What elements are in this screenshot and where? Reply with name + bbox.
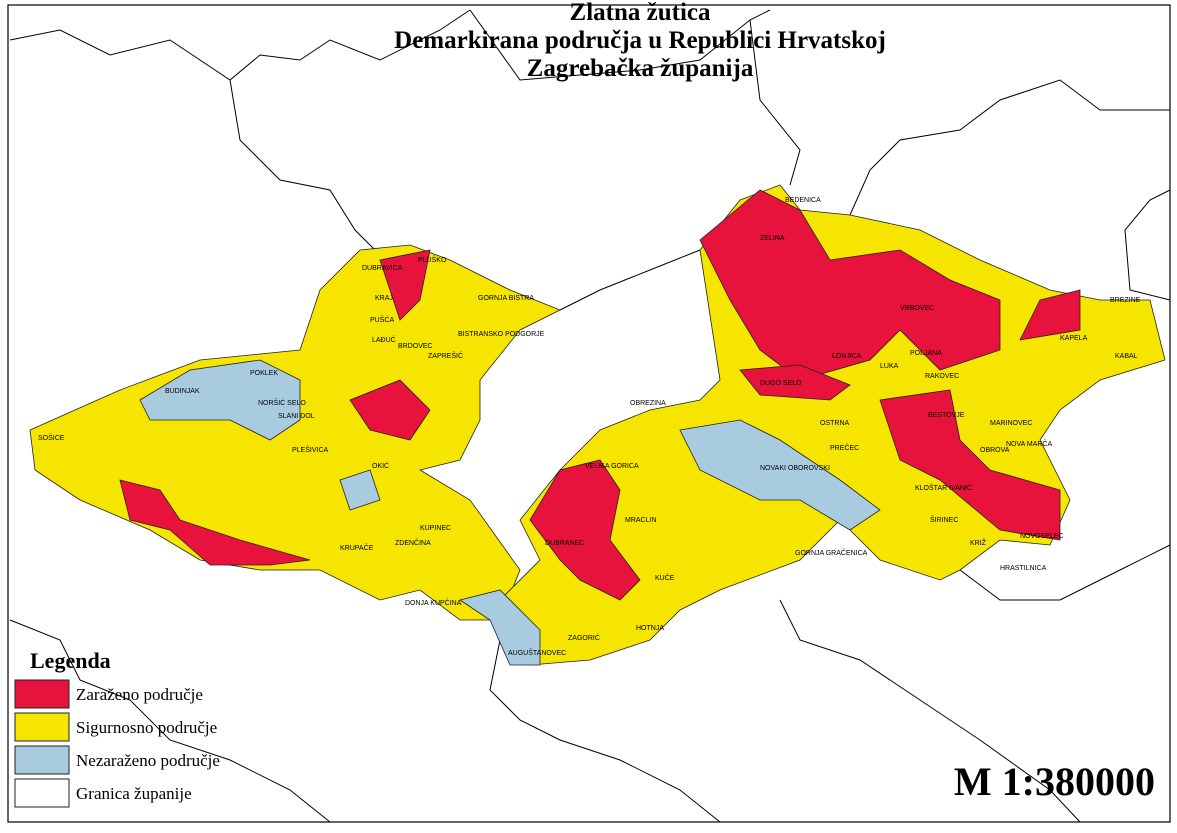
place-label: PLEŠIVICA: [292, 445, 329, 454]
place-label: HOTNJA: [636, 625, 664, 632]
place-label: KRAJ: [375, 295, 393, 302]
county-border: [1124, 189, 1171, 301]
place-label: KUPINEC: [420, 525, 451, 532]
place-labels: BEDENICA PLUŠKO DUBRAVICA KRAJ PUŠĆA LAĐUĆBRD…: [38, 197, 1141, 657]
place-label: OSTRNA: [820, 420, 850, 427]
county-border: [489, 639, 721, 823]
place-label: DUBRAVICA: [362, 265, 403, 272]
place-label: OBROVA: [980, 447, 1010, 454]
place-label: BREZINE: [1110, 297, 1141, 304]
place-label: POLJANA: [910, 350, 942, 357]
place-label: PUŠĆA: [370, 315, 394, 324]
county-borders: [9, 9, 1171, 823]
place-label: VRBOVEC: [900, 305, 934, 312]
title: Demarkirana područja u Republici Hrvatsk…: [394, 27, 886, 54]
place-label: VELIKA GORICA: [585, 463, 639, 470]
place-label: DONJA KUPČINA: [405, 598, 462, 607]
place-label: LONJICA: [832, 353, 862, 360]
county-border: [9, 9, 471, 81]
place-label: BISTRANSKO PODGORJE: [458, 331, 545, 338]
title: Zagrebačka županija: [527, 55, 754, 82]
place-label: MARINOVEC: [990, 420, 1032, 427]
place-label: BEDENICA: [785, 197, 821, 204]
place-label: ZAGORIĆ: [568, 633, 600, 642]
place-label: KAPELA: [1060, 335, 1088, 342]
infected-zone: [699, 189, 1001, 381]
title: Zlatna žutica: [570, 0, 711, 26]
place-label: OKIĆ: [372, 461, 389, 470]
county-border: [559, 249, 701, 311]
place-label: LAĐUĆ: [372, 335, 396, 344]
place-label: DUGO SELO: [760, 380, 802, 387]
place-label: ŠIRINEC: [930, 515, 958, 524]
legend-swatch: [14, 679, 70, 709]
place-label: ZDENČINA: [395, 538, 431, 547]
place-label: KABAL: [1115, 353, 1138, 360]
infected-zone: [1019, 289, 1081, 341]
uninfected-zone: [459, 589, 541, 666]
place-label: NOVA MARČA: [1006, 439, 1052, 448]
county-border: [229, 79, 381, 256]
uninfected-zone: [339, 469, 381, 511]
place-label: MRACLIN: [625, 517, 657, 524]
infected-zone: [879, 389, 1061, 541]
scale: M 1:380000: [954, 759, 1155, 804]
place-label: KLOŠTAR IVANIĆ: [915, 483, 972, 492]
place-label: ZELINA: [760, 235, 785, 242]
uninfected-zone: [139, 359, 301, 441]
place-label: GORNJA GRAČENICA: [795, 548, 868, 557]
legend-title: Legenda: [30, 648, 111, 673]
place-label: BUDINJAK: [165, 388, 200, 395]
place-label: KRIŽ: [970, 538, 987, 547]
legend: Zaraženo područje Sigurnosno područje Neza…: [14, 679, 220, 808]
place-label: PLUŠKO: [418, 255, 447, 264]
place-label: BRDOVEC: [398, 343, 433, 350]
place-label: BESTOVJE: [928, 412, 965, 419]
legend-swatch: [14, 712, 70, 742]
regions: [29, 184, 1166, 666]
county-border: [849, 79, 1170, 216]
place-label: SLANI DOL: [278, 413, 315, 420]
place-label: NORŠIĆ SELO: [258, 398, 306, 407]
place-label: NOVAKI OBOROVSKI: [760, 465, 830, 472]
uninfected-zone: [679, 419, 881, 531]
legend-label: Zaraženo područje: [76, 685, 203, 704]
map-frame: [7, 4, 1171, 823]
legend-swatch: [14, 745, 70, 775]
place-label: KUČE: [655, 573, 675, 582]
place-label: HRASTILNICA: [1000, 565, 1047, 572]
place-label: AUGUŠTANOVEC: [508, 648, 566, 657]
place-label: NOVOSELEC: [1020, 533, 1064, 540]
county-border: [779, 599, 1081, 823]
place-label: KRUPAČE: [340, 543, 374, 552]
infected-zone: [349, 379, 431, 441]
place-label: DUBRANEC: [545, 540, 584, 547]
infected-zone: [739, 364, 851, 401]
place-label: SOŠICE: [38, 433, 65, 442]
legend-label: Sigurnosno područje: [76, 718, 217, 737]
county-border: [959, 544, 1171, 601]
county-border: [749, 19, 801, 186]
place-label: LUKA: [880, 363, 899, 370]
infected-zone: [119, 479, 311, 566]
place-label: POKLEK: [250, 370, 278, 377]
county-border: [9, 619, 331, 823]
place-label: ZAPREŠIĆ: [428, 351, 463, 360]
place-label: OBREZINA: [630, 400, 666, 407]
legend-label: Granica županije: [76, 784, 192, 803]
legend-label: Nezaraženo područje: [76, 751, 220, 770]
infected-zone: [529, 459, 641, 601]
legend-swatch: [14, 778, 70, 808]
infected-zone: [379, 249, 431, 321]
place-label: GORNJA BISTRA: [478, 295, 534, 302]
place-label: PREČEC: [830, 443, 859, 452]
place-label: RAKOVEC: [925, 373, 959, 380]
